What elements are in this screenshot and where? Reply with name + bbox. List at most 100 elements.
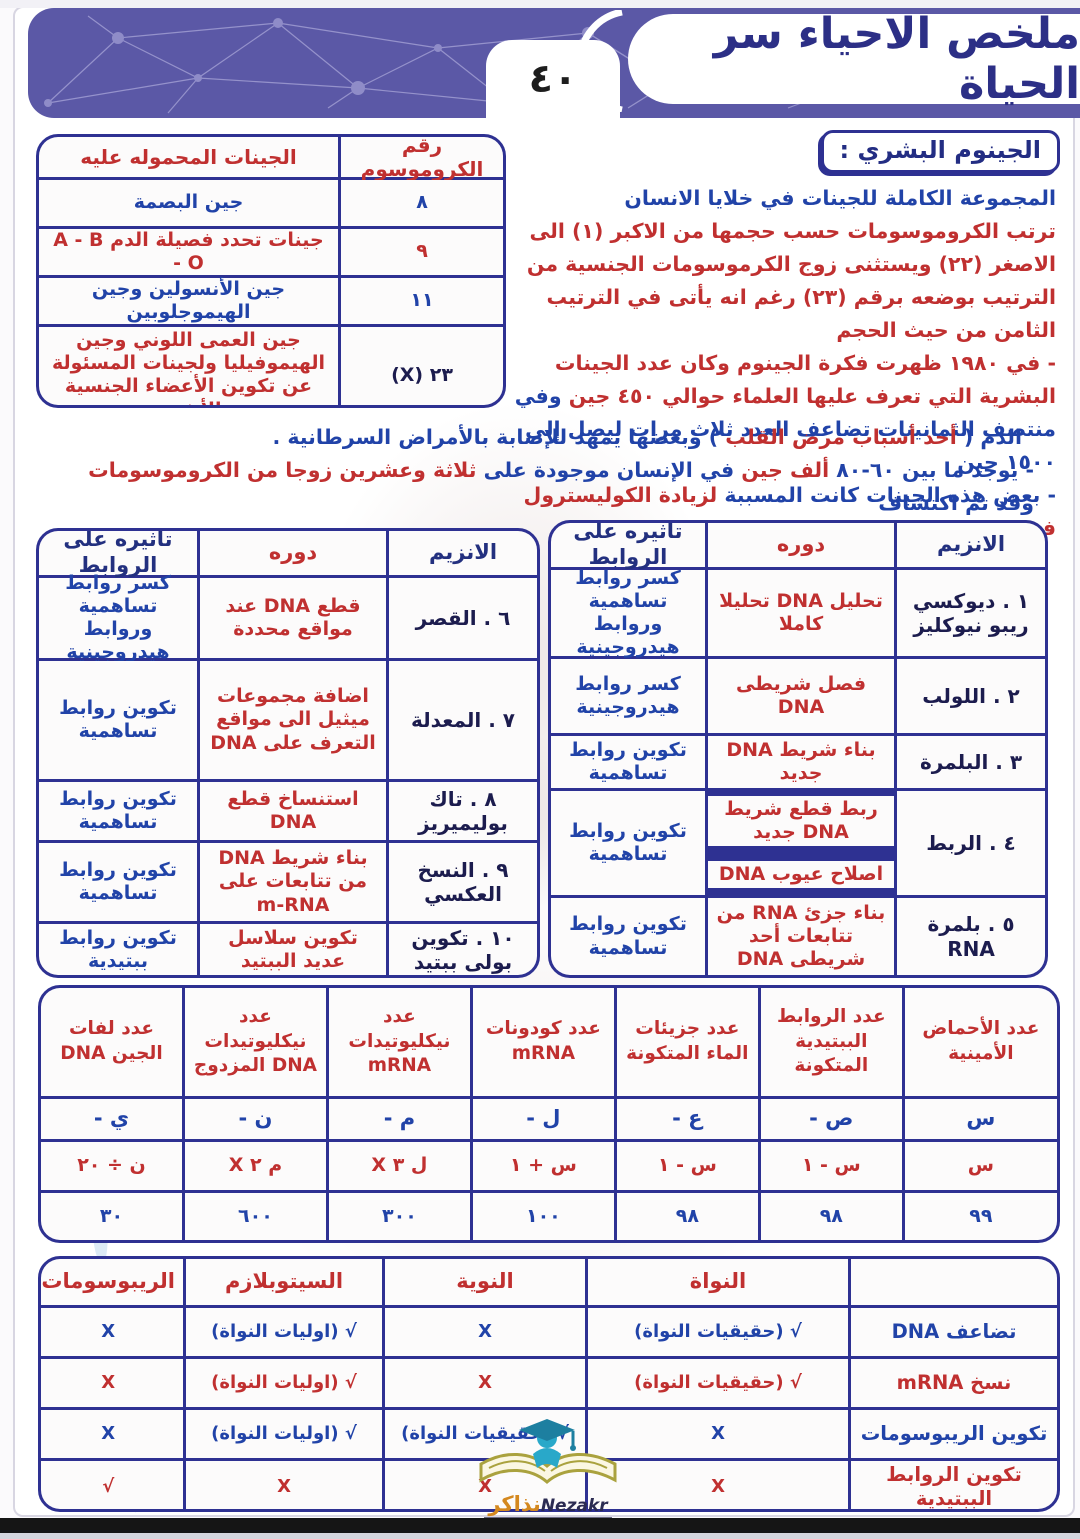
loc-row-label: تكوين الريبوسومات — [851, 1410, 1057, 1458]
bottom-margin — [0, 1533, 1080, 1539]
chrom-genes: جين الأنسولين وجين الهيموجلوبين — [39, 278, 338, 324]
calc-header: عدد نيكليوتيدات DNA المزدوج — [184, 988, 326, 1096]
calc-header: عدد نيكليوتيدات mRNA — [328, 988, 470, 1096]
enzyme-name: ١٠ . تكوين بولى ببتيد — [389, 924, 537, 975]
loc-row-label: تضاعف DNA — [851, 1308, 1057, 1356]
calc-header: عدد الأحماض الأمينية — [904, 988, 1057, 1096]
enz-header-role: دوره — [200, 531, 386, 575]
chrom-number: ٢٣ (X) — [341, 327, 503, 405]
loc-cell: X — [41, 1410, 183, 1458]
enzyme-name: ٩ . النسخ العكسي — [389, 843, 537, 921]
brand-watermark: Nezakrنذاكر — [468, 1414, 628, 1520]
enzyme-role: قطع DNA عند مواقع محددة — [200, 578, 386, 658]
loc-cell: √ (اوليات النواة) — [186, 1308, 382, 1356]
loc-cell: X — [588, 1461, 848, 1509]
calc-formula: س - ١ — [760, 1142, 902, 1190]
calc-value: ٩٨ — [760, 1193, 902, 1240]
loc-header-empty — [851, 1259, 1057, 1305]
chrom-col-genes-header: الجينات المحموله عليه — [39, 137, 338, 177]
loc-cell: X — [41, 1308, 183, 1356]
enzyme-bond-effect: تكوين روابط تساهمية — [551, 791, 705, 895]
loc-header-cytoplasm: السيتوبلازم — [186, 1259, 382, 1305]
enzyme-role: استنساخ قطع DNA — [200, 782, 386, 840]
enzyme-name: ٧ . المعدلة — [389, 661, 537, 779]
loc-cell: X — [588, 1410, 848, 1458]
page-title-box: ملخص الاحياء سر الحياة — [628, 9, 1080, 109]
chrom-col-number-header: رقم الكروموسوم — [341, 137, 503, 181]
bottom-bar — [0, 1518, 1080, 1533]
enzyme-role: اضافة مجموعات ميثيل الى مواقع التعرف على… — [200, 661, 386, 779]
calc-symbol: ع - — [616, 1099, 758, 1139]
calc-header: عدد لفات الجين DNA — [41, 988, 182, 1096]
loc-header-nucleus: النواة — [588, 1259, 848, 1305]
enz-header-role: دوره — [708, 523, 894, 567]
enzyme-bond-effect: كسر روابط تساهمية وروابط هيدروجينية — [39, 572, 197, 663]
genome-bullet3: - يوجد ما بين ٦٠-٨٠ ألف جين في الإنسان م… — [88, 458, 1034, 515]
enzyme-bond-effect: تكوين روابط تساهمية — [551, 736, 705, 788]
chrom-number: ٨ — [341, 180, 503, 226]
calc-formula: س — [904, 1142, 1057, 1190]
calc-header: عدد كودونات mRNA — [472, 988, 614, 1096]
loc-cell: √ — [41, 1461, 183, 1509]
enzyme-name: ٤ . الربط — [897, 791, 1045, 895]
enzymes-table-left: الانزيم دوره تأثيره على الروابط ٦ . القص… — [36, 528, 540, 978]
page-title: ملخص الاحياء سر الحياة — [713, 9, 1080, 109]
genome-line1: المجموعة الكاملة للجينات في خلايا الانسا… — [624, 186, 1056, 210]
calc-symbol: ص - — [760, 1099, 902, 1139]
loc-cell: X — [385, 1308, 585, 1356]
enzyme-role: تحليل DNA تحليلا كاملا — [708, 570, 894, 656]
top-margin — [0, 0, 1080, 8]
calc-formula: س + ١ — [472, 1142, 614, 1190]
loc-header-ribosomes: الريبوسومات — [41, 1259, 183, 1305]
chrom-genes: جين البصمة — [39, 180, 338, 226]
genome-line2: ترتب الكروموسومات حسب حجمها من الاكبر (١… — [526, 219, 1056, 342]
calc-symbol: س — [904, 1099, 1057, 1139]
calc-value: ٣٠ — [41, 1193, 182, 1240]
enzyme-bond-effect: كسر روابط تساهمية وروابط هيدروجينية — [551, 567, 705, 658]
calc-symbol: م - — [328, 1099, 470, 1139]
enz-header-bonds: تأثيره على الروابط — [551, 523, 705, 569]
calc-symbol: ي - — [41, 1099, 182, 1139]
chrom-number: ٩ — [341, 229, 503, 275]
enzyme-name: ٣ . البلمرة — [897, 736, 1045, 788]
enzyme-role: اصلاح عيوب DNA — [708, 861, 894, 889]
enzyme-bond-effect: كسر روابط هيدروجينية — [551, 659, 705, 733]
enzyme-bond-effect: تكوين روابط تساهمية — [39, 782, 197, 840]
loc-cell: X — [41, 1359, 183, 1407]
enzymes-table-right: الانزيم دوره تأثيره على الروابط ١ . ديوك… — [548, 520, 1048, 978]
enz-header-enzyme: الانزيم — [897, 523, 1045, 567]
loc-cell: √ (اوليات النواة) — [186, 1410, 382, 1458]
enz-header-enzyme: الانزيم — [389, 531, 537, 575]
page-number: ٤٠ — [528, 56, 578, 102]
genome-bullet1: - في ١٩٨٠ ظهرت فكرة الجينوم وكان عدد الج… — [514, 351, 1056, 474]
calc-value: ٩٩ — [904, 1193, 1057, 1240]
loc-cell: √ (اوليات النواة) — [186, 1359, 382, 1407]
calc-header: عدد جزيئات الماء المتكونة — [616, 988, 758, 1096]
chrom-number: ١١ — [341, 278, 503, 324]
loc-cell: X — [186, 1461, 382, 1509]
enzyme-name: ٢ . اللولب — [897, 659, 1045, 733]
graduate-book-icon — [479, 1419, 617, 1484]
enzyme-bond-effect: تكوين روابط ببتيدية — [39, 924, 197, 975]
enzyme-name: ١ . ديوكسي ريبو نيوكليز — [897, 570, 1045, 656]
calc-header: عدد الروابط الببتيدية المتكونة — [760, 988, 902, 1096]
calc-formula: ل ٣ X — [328, 1142, 470, 1190]
enzyme-bond-effect: تكوين روابط تساهمية — [551, 898, 705, 975]
calc-symbol: ل - — [472, 1099, 614, 1139]
calc-symbol: ن - — [184, 1099, 326, 1139]
loc-cell: X — [385, 1359, 585, 1407]
enzyme-bond-effect: تكوين روابط تساهمية — [39, 843, 197, 921]
enz-header-bonds: تأثيره على الروابط — [39, 531, 197, 577]
enzyme-role: ربط قطع شريط DNA جديد — [708, 796, 894, 847]
enzyme-role: فصل شريطى DNA — [708, 659, 894, 733]
gene-calculation-table: عدد الأحماض الأمينية عدد الروابط الببتيد… — [38, 985, 1060, 1243]
loc-row-label: نسخ mRNA — [851, 1359, 1057, 1407]
enzyme-role-split: ربط قطع شريط DNA جديد اصلاح عيوب DNA — [708, 791, 894, 895]
loc-header-nucleolus: النوية — [385, 1259, 585, 1305]
enzyme-name: ٦ . القصر — [389, 578, 537, 658]
genome-paragraph: المجموعة الكاملة للجينات في خلايا الانسا… — [508, 182, 1056, 545]
page-number-tab: ٤٠ — [486, 40, 620, 118]
enzyme-role: بناء شريط DNA جديد — [708, 736, 894, 788]
chromosome-table: رقم الكروموسوم الجينات المحموله عليه ٨ ج… — [36, 134, 506, 408]
